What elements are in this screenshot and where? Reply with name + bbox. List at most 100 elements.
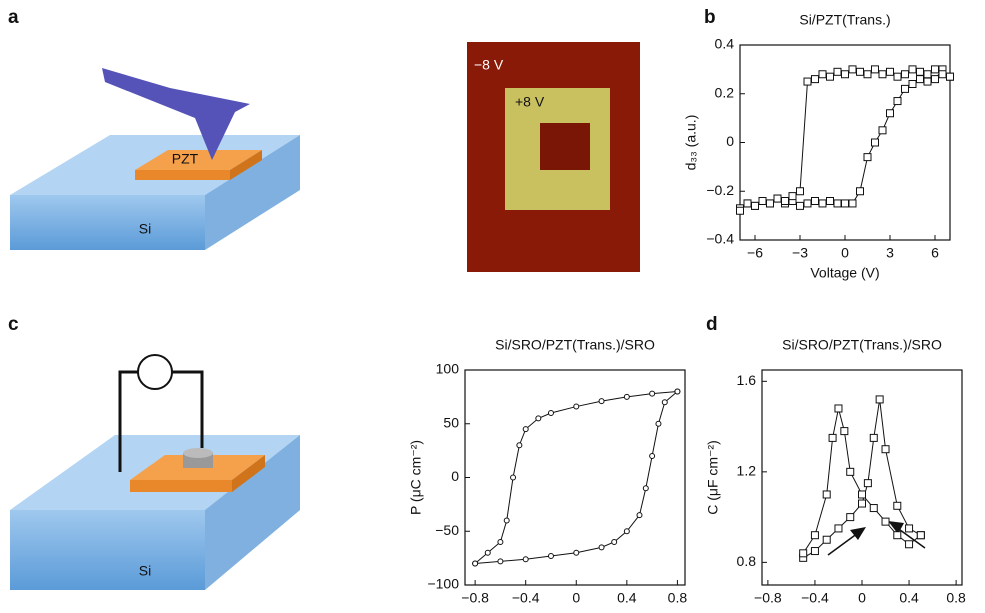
marker bbox=[827, 73, 834, 80]
plot-frame bbox=[762, 370, 962, 585]
marker bbox=[797, 202, 804, 209]
marker bbox=[504, 518, 509, 523]
marker bbox=[823, 536, 830, 543]
marker bbox=[812, 76, 819, 83]
substrate-label: Si bbox=[139, 563, 151, 579]
panel-label: c bbox=[8, 314, 19, 335]
y-tick-label: −0.4 bbox=[706, 231, 734, 247]
marker bbox=[859, 491, 866, 498]
y-tick-label: −0.2 bbox=[706, 182, 734, 198]
marker bbox=[643, 486, 648, 491]
marker bbox=[574, 550, 579, 555]
marker bbox=[909, 81, 916, 88]
marker bbox=[485, 550, 490, 555]
marker bbox=[548, 553, 553, 558]
x-tick-label: 0.4 bbox=[617, 590, 637, 606]
marker bbox=[894, 502, 901, 509]
marker bbox=[917, 532, 924, 539]
marker bbox=[656, 421, 661, 426]
y-tick-label: 0.4 bbox=[715, 36, 735, 52]
marker bbox=[548, 411, 553, 416]
marker bbox=[906, 525, 913, 532]
substrate-front bbox=[10, 195, 205, 250]
marker bbox=[917, 76, 924, 83]
marker bbox=[917, 68, 924, 75]
marker bbox=[797, 188, 804, 195]
marker bbox=[864, 480, 871, 487]
x-tick-label: −0.8 bbox=[461, 590, 489, 606]
pfm-label: +8 V bbox=[515, 94, 545, 110]
pfm-label: −8 V bbox=[474, 57, 504, 73]
y-tick-label: 0 bbox=[726, 133, 734, 149]
data-line bbox=[803, 399, 921, 557]
electrode-top bbox=[183, 448, 213, 458]
marker bbox=[857, 68, 864, 75]
x-tick-label: −0.4 bbox=[512, 590, 540, 606]
marker bbox=[823, 491, 830, 498]
data-line bbox=[475, 392, 677, 564]
pfm-image: −8 V +8 V bbox=[467, 42, 640, 272]
marker bbox=[574, 404, 579, 409]
panel-label: b bbox=[704, 7, 716, 28]
marker bbox=[767, 200, 774, 207]
marker bbox=[829, 434, 836, 441]
marker bbox=[842, 71, 849, 78]
marker bbox=[879, 71, 886, 78]
marker bbox=[498, 559, 503, 564]
marker bbox=[894, 532, 901, 539]
marker bbox=[811, 532, 818, 539]
film-front bbox=[130, 480, 232, 492]
marker bbox=[782, 198, 789, 205]
marker bbox=[511, 475, 516, 480]
x-tick-label: 0 bbox=[841, 245, 849, 261]
arrow-head bbox=[850, 527, 866, 540]
marker bbox=[932, 66, 939, 73]
y-tick-label: 1.6 bbox=[737, 372, 757, 388]
marker bbox=[650, 454, 655, 459]
marker bbox=[789, 193, 796, 200]
schematic-a: PZT Si bbox=[10, 68, 300, 250]
film-label: PZT bbox=[172, 151, 199, 167]
marker bbox=[924, 71, 931, 78]
marker bbox=[932, 76, 939, 83]
chart: −6−3036−0.4−0.200.20.4Si/PZT(Trans.)Volt… bbox=[683, 12, 954, 281]
marker bbox=[473, 561, 478, 566]
y-tick-label: 1.2 bbox=[737, 463, 757, 479]
film-front bbox=[135, 170, 230, 180]
x-tick-label: 0 bbox=[572, 590, 580, 606]
x-tick-label: 0.4 bbox=[899, 590, 919, 606]
data-line bbox=[740, 69, 950, 210]
schematic-c: Si bbox=[10, 355, 300, 590]
marker bbox=[624, 529, 629, 534]
chart: −0.8−0.400.40.8−100−50050100Si/SRO/PZT(T… bbox=[408, 337, 688, 608]
marker bbox=[870, 434, 877, 441]
marker bbox=[536, 416, 541, 421]
marker bbox=[870, 505, 877, 512]
marker bbox=[906, 541, 913, 548]
data-line bbox=[475, 392, 677, 564]
substrate-front bbox=[10, 510, 205, 590]
panel-label: d bbox=[706, 314, 718, 335]
marker bbox=[902, 85, 909, 92]
marker bbox=[835, 525, 842, 532]
y-axis-label: d₃₃ (a.u.) bbox=[683, 115, 699, 171]
y-tick-label: 0.8 bbox=[737, 553, 757, 569]
marker bbox=[847, 468, 854, 475]
marker bbox=[744, 200, 751, 207]
marker bbox=[849, 200, 856, 207]
meter bbox=[138, 355, 172, 389]
marker bbox=[864, 154, 871, 161]
marker bbox=[804, 200, 811, 207]
x-tick-label: −6 bbox=[747, 245, 763, 261]
y-tick-label: −100 bbox=[427, 576, 459, 592]
marker bbox=[849, 66, 856, 73]
marker bbox=[864, 71, 871, 78]
marker bbox=[872, 139, 879, 146]
y-tick-label: 0 bbox=[451, 468, 459, 484]
marker bbox=[637, 513, 642, 518]
arrow bbox=[828, 533, 858, 555]
marker bbox=[834, 200, 841, 207]
marker bbox=[804, 78, 811, 85]
marker bbox=[947, 73, 954, 80]
marker bbox=[882, 446, 889, 453]
